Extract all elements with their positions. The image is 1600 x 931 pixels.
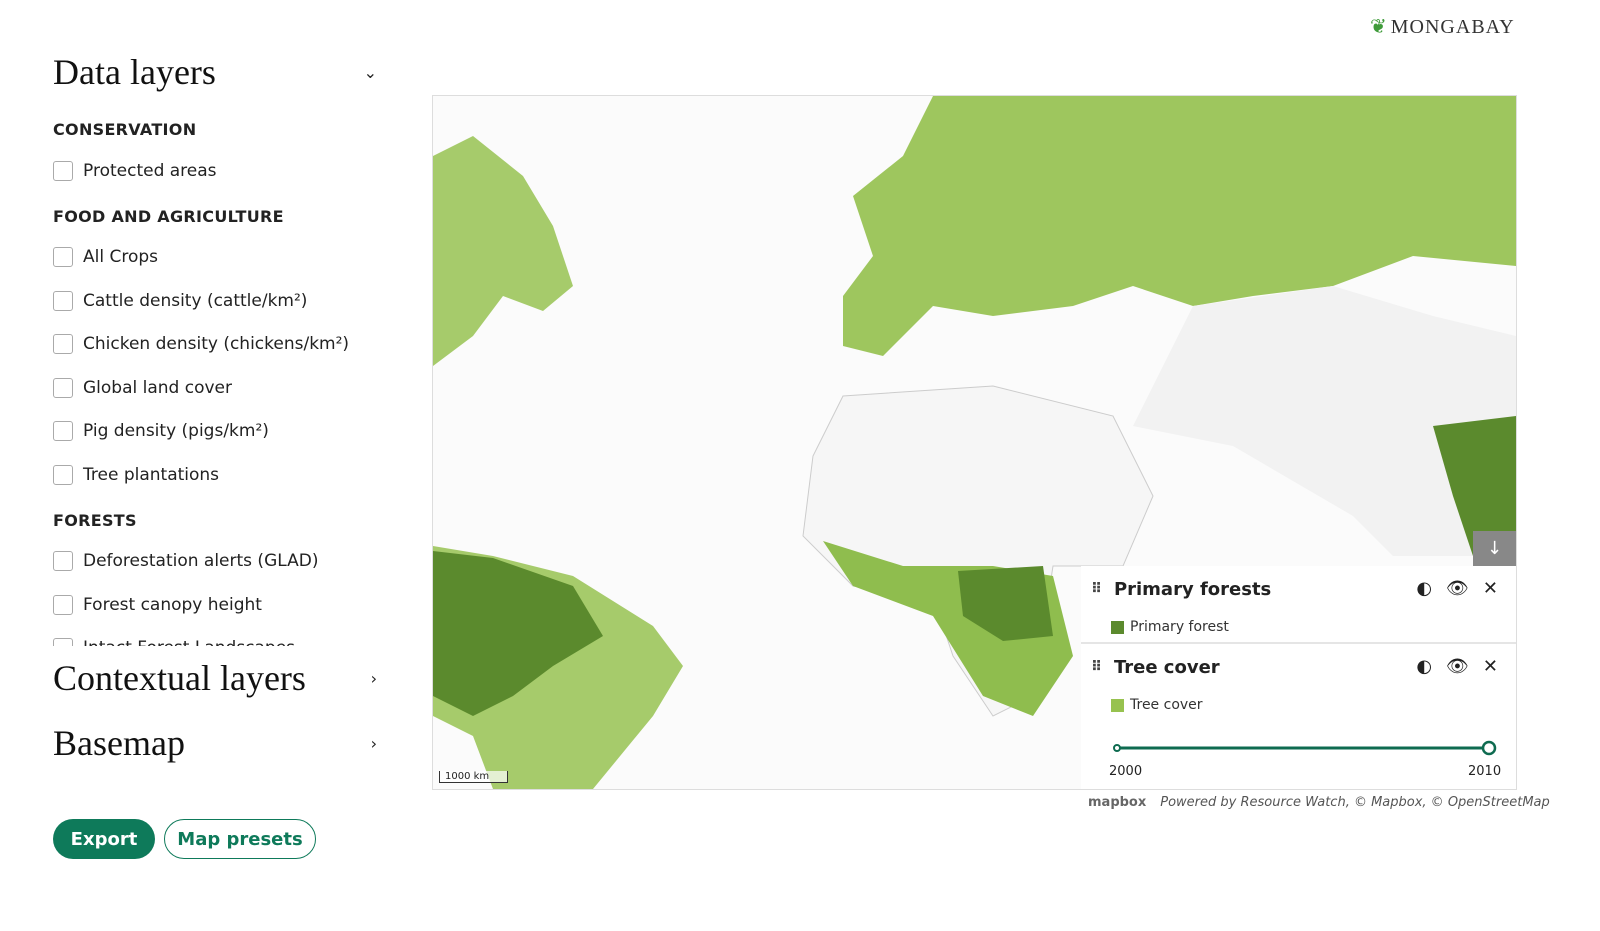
drag-handle[interactable]: ⠿ bbox=[1091, 659, 1102, 675]
brand[interactable]: ❦ MONGABAY bbox=[1370, 16, 1515, 38]
land-eurasia bbox=[843, 96, 1516, 356]
handle-end[interactable] bbox=[1481, 740, 1497, 756]
legend-item: Primary forest bbox=[1091, 612, 1516, 642]
land-asia bbox=[1133, 286, 1516, 556]
attribution: mapbox Powered by Resource Watch, © Mapbo… bbox=[1088, 795, 1550, 810]
checkbox[interactable] bbox=[53, 290, 73, 311]
visibility-toggle[interactable]: 👁 bbox=[1446, 578, 1469, 599]
layer-label: All Crops bbox=[83, 247, 159, 268]
section-toggle[interactable]: Data layers ⌄ bbox=[53, 52, 377, 92]
layer-option[interactable]: Deforestation alerts (GLAD) bbox=[53, 540, 383, 584]
button-row: Export Map presets bbox=[53, 819, 316, 859]
checkbox[interactable] bbox=[53, 334, 73, 355]
timeline-end: 2010 bbox=[1468, 764, 1502, 779]
legend-layer: ⠿ Primary forests ◐ 👁 ✕ Primary forest bbox=[1081, 566, 1516, 644]
layer-label: Protected areas bbox=[83, 160, 217, 181]
layer-label: Chicken density (chickens/km²) bbox=[83, 334, 350, 355]
layer-option[interactable]: Forest canopy height bbox=[53, 583, 383, 627]
legend-header: ⠿ Tree cover bbox=[1091, 644, 1516, 690]
map-canvas bbox=[433, 96, 1516, 789]
section-title: Contextual layers bbox=[53, 658, 306, 698]
section-title: Data layers bbox=[53, 52, 216, 92]
checkbox[interactable] bbox=[53, 638, 73, 646]
layer-option[interactable]: Tree plantations bbox=[53, 453, 383, 497]
attribution-text: Powered by Resource Watch, © Mapbox, © O… bbox=[1160, 795, 1550, 810]
layer-label: Intact Forest Landscapes bbox=[83, 638, 295, 646]
collapse-legend[interactable]: ↓ bbox=[1473, 531, 1516, 566]
brand-text: MONGABAY bbox=[1390, 16, 1515, 38]
legend-title: Tree cover bbox=[1113, 656, 1220, 678]
layer-option[interactable]: Chicken density (chickens/km²) bbox=[53, 323, 383, 367]
group-title: FORESTS bbox=[53, 510, 137, 530]
section-toggle[interactable]: Basemap › bbox=[53, 723, 377, 763]
checkbox[interactable] bbox=[53, 160, 73, 181]
checkbox[interactable] bbox=[53, 421, 73, 442]
timeline-slider[interactable] bbox=[1091, 720, 1511, 790]
timeline: 2000 2010 bbox=[1091, 720, 1516, 790]
land-congo bbox=[958, 566, 1053, 641]
layer-option[interactable]: Intact Forest Landscapes bbox=[53, 627, 383, 646]
legend-item-label: Tree cover bbox=[1130, 697, 1203, 713]
checkbox[interactable] bbox=[53, 594, 73, 615]
checkbox[interactable] bbox=[53, 551, 73, 572]
remove-layer[interactable]: ✕ bbox=[1482, 656, 1498, 677]
checkbox[interactable] bbox=[53, 377, 73, 398]
layer-option[interactable]: Cattle density (cattle/km²) bbox=[53, 279, 383, 323]
land-amazon bbox=[433, 551, 603, 716]
layer-label: Forest canopy height bbox=[83, 594, 262, 615]
section-toggle[interactable]: Contextual layers › bbox=[53, 658, 377, 698]
timeline-start: 2000 bbox=[1109, 764, 1143, 779]
legend: ⠿ Primary forests ◐ 👁 ✕ Primary forest ⠿ Tree c… bbox=[1081, 566, 1516, 789]
legend-title: Primary forests bbox=[1113, 578, 1272, 600]
checkbox[interactable] bbox=[53, 247, 73, 268]
land-north-america bbox=[433, 136, 573, 366]
layer-option[interactable]: All Crops bbox=[53, 236, 383, 280]
legend-layer: ⠿ Tree cover ◐ 👁 ✕ Tree cover 2000 2010 bbox=[1081, 644, 1516, 790]
section-title: Basemap bbox=[53, 723, 185, 763]
layer-label: Deforestation alerts (GLAD) bbox=[83, 551, 319, 572]
legend-item-label: Primary forest bbox=[1130, 619, 1229, 635]
remove-layer[interactable]: ✕ bbox=[1482, 578, 1498, 599]
layer-option[interactable]: Pig density (pigs/km²) bbox=[53, 410, 383, 454]
layer-option[interactable]: Global land cover bbox=[53, 366, 383, 410]
legend-swatch bbox=[1111, 620, 1124, 634]
land-se-asia bbox=[1433, 416, 1516, 556]
sidebar: Data layers ⌄ CONSERVATION Protected areas… bbox=[53, 48, 383, 767]
legend-header: ⠿ Primary forests bbox=[1091, 566, 1516, 612]
layer-label: Pig density (pigs/km²) bbox=[83, 421, 269, 442]
group-title: CONSERVATION bbox=[53, 120, 197, 139]
export-button[interactable]: Export bbox=[53, 819, 155, 859]
layer-label: Cattle density (cattle/km²) bbox=[83, 290, 308, 311]
layer-label: Tree plantations bbox=[83, 464, 220, 485]
drag-handle[interactable]: ⠿ bbox=[1091, 581, 1102, 597]
layer-option[interactable]: Protected areas bbox=[53, 149, 383, 193]
legend-swatch bbox=[1111, 698, 1124, 712]
visibility-toggle[interactable]: 👁 bbox=[1446, 656, 1469, 677]
layer-label: Global land cover bbox=[83, 377, 232, 398]
scale-bar: 1000 km bbox=[439, 771, 509, 783]
mapbox-logo[interactable]: mapbox bbox=[1088, 795, 1147, 810]
legend-icons: ◐ 👁 ✕ bbox=[1416, 578, 1498, 599]
opacity-toggle[interactable]: ◐ bbox=[1416, 578, 1433, 599]
presets-button[interactable]: Map presets bbox=[164, 819, 316, 859]
checkbox[interactable] bbox=[53, 464, 73, 485]
handle-start[interactable] bbox=[1113, 744, 1121, 752]
layer-list: CONSERVATION Protected areas FOOD AND AGRI… bbox=[53, 106, 383, 646]
legend-icons: ◐ 👁 ✕ bbox=[1416, 656, 1498, 677]
opacity-toggle[interactable]: ◐ bbox=[1416, 656, 1433, 677]
group-title: FOOD AND AGRICULTURE bbox=[53, 206, 284, 226]
legend-item: Tree cover bbox=[1091, 690, 1516, 720]
map[interactable]: 1000 km ↓ ⠿ Primary forests ◐ 👁 ✕ Primary for… bbox=[432, 95, 1517, 790]
